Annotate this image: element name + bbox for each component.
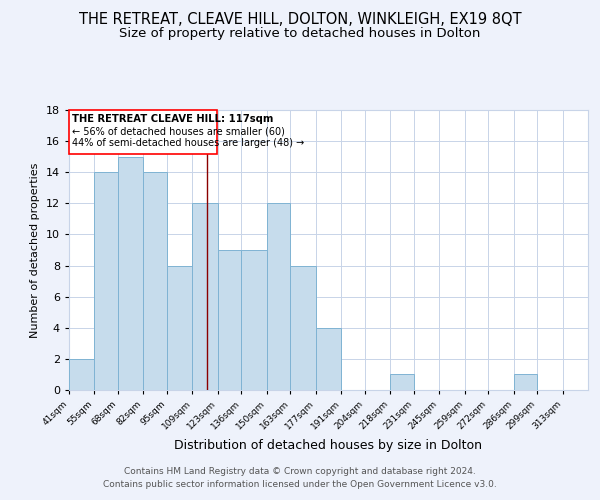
Bar <box>290 266 316 390</box>
Bar <box>267 204 290 390</box>
Text: THE RETREAT, CLEAVE HILL, DOLTON, WINKLEIGH, EX19 8QT: THE RETREAT, CLEAVE HILL, DOLTON, WINKLE… <box>79 12 521 28</box>
Text: Size of property relative to detached houses in Dolton: Size of property relative to detached ho… <box>119 28 481 40</box>
Bar <box>390 374 414 390</box>
Bar <box>514 374 537 390</box>
Bar <box>69 110 217 154</box>
Text: THE RETREAT CLEAVE HILL: 117sqm: THE RETREAT CLEAVE HILL: 117sqm <box>72 114 273 124</box>
Bar <box>143 172 167 390</box>
Bar <box>69 359 94 390</box>
Text: Contains HM Land Registry data © Crown copyright and database right 2024.: Contains HM Land Registry data © Crown c… <box>124 467 476 476</box>
X-axis label: Distribution of detached houses by size in Dolton: Distribution of detached houses by size … <box>175 440 482 452</box>
Bar <box>94 172 118 390</box>
Bar <box>241 250 267 390</box>
Bar <box>218 250 241 390</box>
Text: 44% of semi-detached houses are larger (48) →: 44% of semi-detached houses are larger (… <box>72 138 304 148</box>
Bar <box>316 328 341 390</box>
Bar <box>118 156 143 390</box>
Text: ← 56% of detached houses are smaller (60): ← 56% of detached houses are smaller (60… <box>72 126 284 136</box>
Text: Contains public sector information licensed under the Open Government Licence v3: Contains public sector information licen… <box>103 480 497 489</box>
Bar <box>193 204 218 390</box>
Bar <box>167 266 193 390</box>
Y-axis label: Number of detached properties: Number of detached properties <box>30 162 40 338</box>
